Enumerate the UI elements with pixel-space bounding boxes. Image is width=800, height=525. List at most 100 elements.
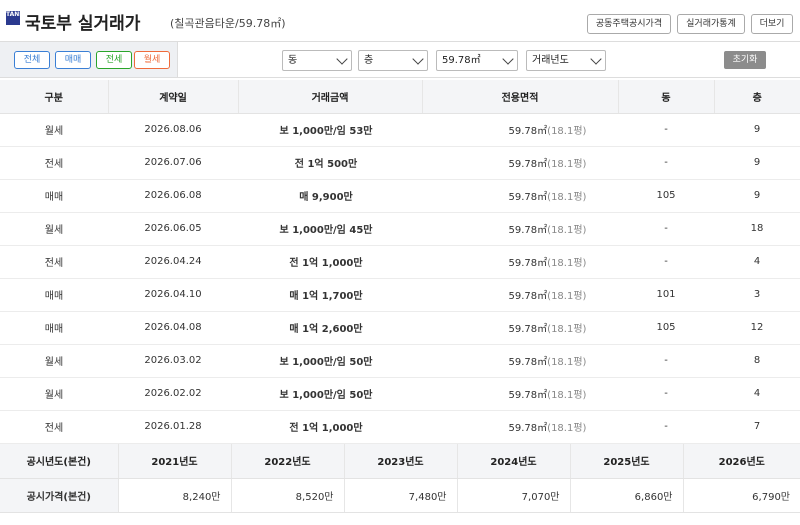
amount-cell: 매 9,900만 <box>238 179 422 213</box>
type-cell: 월세 <box>0 377 108 411</box>
filter-jeonse-button[interactable]: 전세 <box>96 51 132 69</box>
amount-cell: 매 1억 2,600만 <box>238 311 422 345</box>
area-cell: 59.78㎡(18.1평) <box>422 146 618 180</box>
page-subtitle: (칠곡관음타운/59.78㎡) <box>170 17 286 30</box>
chevron-down-icon <box>590 53 602 65</box>
floor-select[interactable]: 층 <box>358 50 428 71</box>
floor-cell: 9 <box>714 113 800 147</box>
area-cell: 59.78㎡(18.1평) <box>422 179 618 213</box>
area-cell: 59.78㎡(18.1평) <box>422 245 618 279</box>
official-year-cell: 2023년도 <box>343 444 457 479</box>
more-button[interactable]: 더보기 <box>751 14 793 34</box>
dong-cell: - <box>618 410 714 444</box>
floor-select-value: 층 <box>364 55 374 66</box>
dong-cell: - <box>618 377 714 411</box>
floor-cell: 7 <box>714 410 800 444</box>
dong-select[interactable]: 동 <box>282 50 352 71</box>
floor-cell: 4 <box>714 245 800 279</box>
type-cell: 매매 <box>0 278 108 312</box>
amount-cell: 보 1,000만/임 50만 <box>238 344 422 378</box>
reset-button[interactable]: 초기화 <box>724 51 766 69</box>
type-cell: 전세 <box>0 245 108 279</box>
dong-cell: 105 <box>618 311 714 345</box>
dong-cell: - <box>618 245 714 279</box>
date-cell: 2026.04.08 <box>108 311 238 345</box>
type-cell: 전세 <box>0 146 108 180</box>
table-row: 전세 2026.04.24 전 1억 1,000만 59.78㎡(18.1평) -4 <box>0 245 800 279</box>
area-value: 59.78㎡ <box>508 126 548 137</box>
official-year-cell: 2024년도 <box>456 444 570 479</box>
date-cell: 2026.04.10 <box>108 278 238 312</box>
filter-sale-button[interactable]: 매매 <box>55 51 91 69</box>
amount-cell: 보 1,000만/임 53만 <box>238 113 422 147</box>
official-price-cell: 7,480만 <box>343 478 457 513</box>
chevron-down-icon <box>412 53 424 65</box>
date-cell: 2026.04.24 <box>108 245 238 279</box>
price-stats-button[interactable]: 실거래가통계 <box>677 14 745 34</box>
amount-cell: 보 1,000만/임 45만 <box>238 212 422 246</box>
table-header-row: 구분 계약일 거래금액 전용면적 동 층 <box>0 80 800 114</box>
table-row: 매매 2026.04.08 매 1억 2,600만 59.78㎡(18.1평) 105 1… <box>0 311 800 345</box>
table-row: 월세 2026.02.02 보 1,000만/임 50만 59.78㎡(18.1평) -… <box>0 377 800 411</box>
floor-cell: 3 <box>714 278 800 312</box>
chevron-down-icon <box>502 53 514 65</box>
official-price-cell: 6,790만 <box>682 478 800 513</box>
official-price-cell: 8,240만 <box>117 478 231 513</box>
amount-cell: 전 1억 500만 <box>238 146 422 180</box>
year-select-value: 거래년도 <box>532 55 569 66</box>
floor-cell: 9 <box>714 179 800 213</box>
column-header-type: 구분 <box>0 80 108 114</box>
header: TANK 국토부 실거래가 (칠곡관음타운/59.78㎡) 공동주택공시가격 실… <box>0 0 800 38</box>
area-value: 59.78㎡ <box>508 225 548 236</box>
table-row: 매매 2026.04.10 매 1억 1,700만 59.78㎡(18.1평) 101 3 <box>0 278 800 312</box>
official-price-label: 공시가격(본건) <box>0 478 118 513</box>
amount-cell: 매 1억 1,700만 <box>238 278 422 312</box>
official-price-cell: 6,860만 <box>569 478 683 513</box>
area-select[interactable]: 59.78㎡ <box>436 50 518 71</box>
type-filter-group: 전체 매매 전세 월세 <box>0 42 178 77</box>
area-pyeong: (18.1평) <box>547 126 587 137</box>
table-row: 매매 2026.06.08 매 9,900만 59.78㎡(18.1평) 105 9 <box>0 179 800 213</box>
floor-cell: 12 <box>714 311 800 345</box>
area-pyeong: (18.1평) <box>547 423 587 434</box>
date-cell: 2026.03.02 <box>108 344 238 378</box>
year-select[interactable]: 거래년도 <box>526 50 606 71</box>
column-header-floor: 층 <box>713 80 800 114</box>
date-cell: 2026.06.08 <box>108 179 238 213</box>
type-cell: 월세 <box>0 344 108 378</box>
area-pyeong: (18.1평) <box>547 324 587 335</box>
area-value: 59.78㎡ <box>508 324 548 335</box>
floor-cell: 18 <box>714 212 800 246</box>
filter-monthly-button[interactable]: 월세 <box>134 51 170 69</box>
official-year-cell: 2026년도 <box>682 444 800 479</box>
official-price-cell: 7,070만 <box>456 478 570 513</box>
dong-cell: - <box>618 113 714 147</box>
type-cell: 매매 <box>0 179 108 213</box>
area-cell: 59.78㎡(18.1평) <box>422 212 618 246</box>
tank-logo-icon: TANK <box>6 11 20 25</box>
area-value: 59.78㎡ <box>508 258 548 269</box>
official-year-cell: 2025년도 <box>569 444 683 479</box>
date-cell: 2026.01.28 <box>108 410 238 444</box>
chevron-down-icon <box>336 53 348 65</box>
date-cell: 2026.02.02 <box>108 377 238 411</box>
dong-cell: - <box>618 344 714 378</box>
type-cell: 월세 <box>0 212 108 246</box>
official-price-row: 공시가격(본건) 8,240만 8,520만 7,480만 7,070만 6,860만 6… <box>0 478 800 513</box>
area-pyeong: (18.1평) <box>547 159 587 170</box>
dong-cell: - <box>618 146 714 180</box>
filter-all-button[interactable]: 전체 <box>14 51 50 69</box>
type-cell: 월세 <box>0 113 108 147</box>
floor-cell: 8 <box>714 344 800 378</box>
dong-cell: - <box>618 212 714 246</box>
dong-cell: 101 <box>618 278 714 312</box>
date-cell: 2026.06.05 <box>108 212 238 246</box>
official-year-row: 공시년도(본건) 2021년도 2022년도 2023년도 2024년도 2025년도 2… <box>0 444 800 479</box>
area-value: 59.78㎡ <box>508 390 548 401</box>
column-header-area: 전용면적 <box>421 80 618 114</box>
official-price-button[interactable]: 공동주택공시가격 <box>587 14 671 34</box>
area-pyeong: (18.1평) <box>547 225 587 236</box>
type-cell: 매매 <box>0 311 108 345</box>
type-cell: 전세 <box>0 410 108 444</box>
area-cell: 59.78㎡(18.1평) <box>422 344 618 378</box>
